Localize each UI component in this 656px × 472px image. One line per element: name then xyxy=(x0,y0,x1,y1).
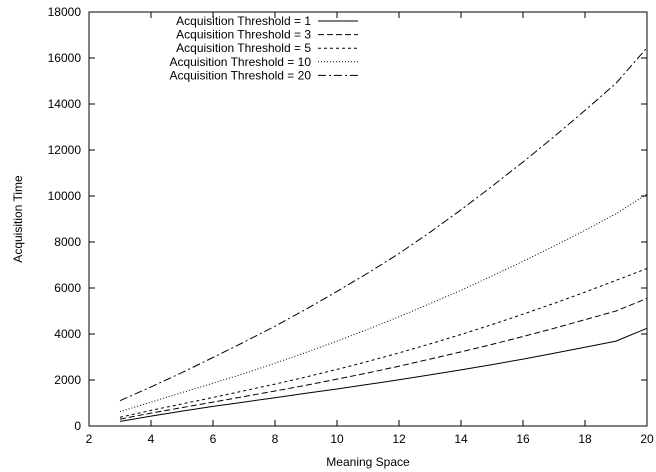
legend-label-4: Acquisition Threshold = 10 xyxy=(169,55,311,69)
y-tick-label: 8000 xyxy=(54,235,81,249)
series-lines xyxy=(119,47,648,422)
legend-label-2: Acquisition Threshold = 3 xyxy=(176,28,311,42)
y-tick-label: 2000 xyxy=(54,373,81,387)
series-line-4 xyxy=(119,193,648,413)
x-tick-label: 8 xyxy=(272,432,279,446)
x-axis-title: Meaning Space xyxy=(326,455,410,469)
series-line-1 xyxy=(119,327,648,422)
y-tick-label: 10000 xyxy=(48,189,82,203)
plot-frame xyxy=(88,11,648,427)
y-axis-title: Acquisition Time xyxy=(11,175,25,263)
y-tick-label: 12000 xyxy=(48,143,82,157)
x-tick-label: 18 xyxy=(578,432,592,446)
y-tick-label: 0 xyxy=(74,419,81,433)
y-tick-label: 4000 xyxy=(54,327,81,341)
y-tick-label: 14000 xyxy=(48,97,82,111)
legend-label-1: Acquisition Threshold = 1 xyxy=(176,14,311,28)
x-tick-label: 10 xyxy=(330,432,344,446)
legend-label-5: Acquisition Threshold = 20 xyxy=(169,68,311,82)
series-line-5 xyxy=(119,47,648,402)
x-tick-label: 14 xyxy=(454,432,468,446)
x-tick-label: 12 xyxy=(392,432,406,446)
axes: 2 4 6 8 10 12 14 16 18 20 0 2000 4000 6000 8000 10000 12… xyxy=(48,5,654,446)
x-tick-label: 4 xyxy=(148,432,155,446)
x-tick-label: 2 xyxy=(86,432,93,446)
x-tick-label: 6 xyxy=(210,432,217,446)
series-line-2 xyxy=(119,297,648,420)
x-tick-label: 16 xyxy=(516,432,530,446)
y-tick-label: 16000 xyxy=(48,51,82,65)
x-tick-label: 20 xyxy=(640,432,654,446)
y-tick-label: 6000 xyxy=(54,281,81,295)
series-line-3 xyxy=(119,268,648,418)
legend-label-3: Acquisition Threshold = 5 xyxy=(176,41,311,55)
y-tick-label: 18000 xyxy=(48,5,82,19)
